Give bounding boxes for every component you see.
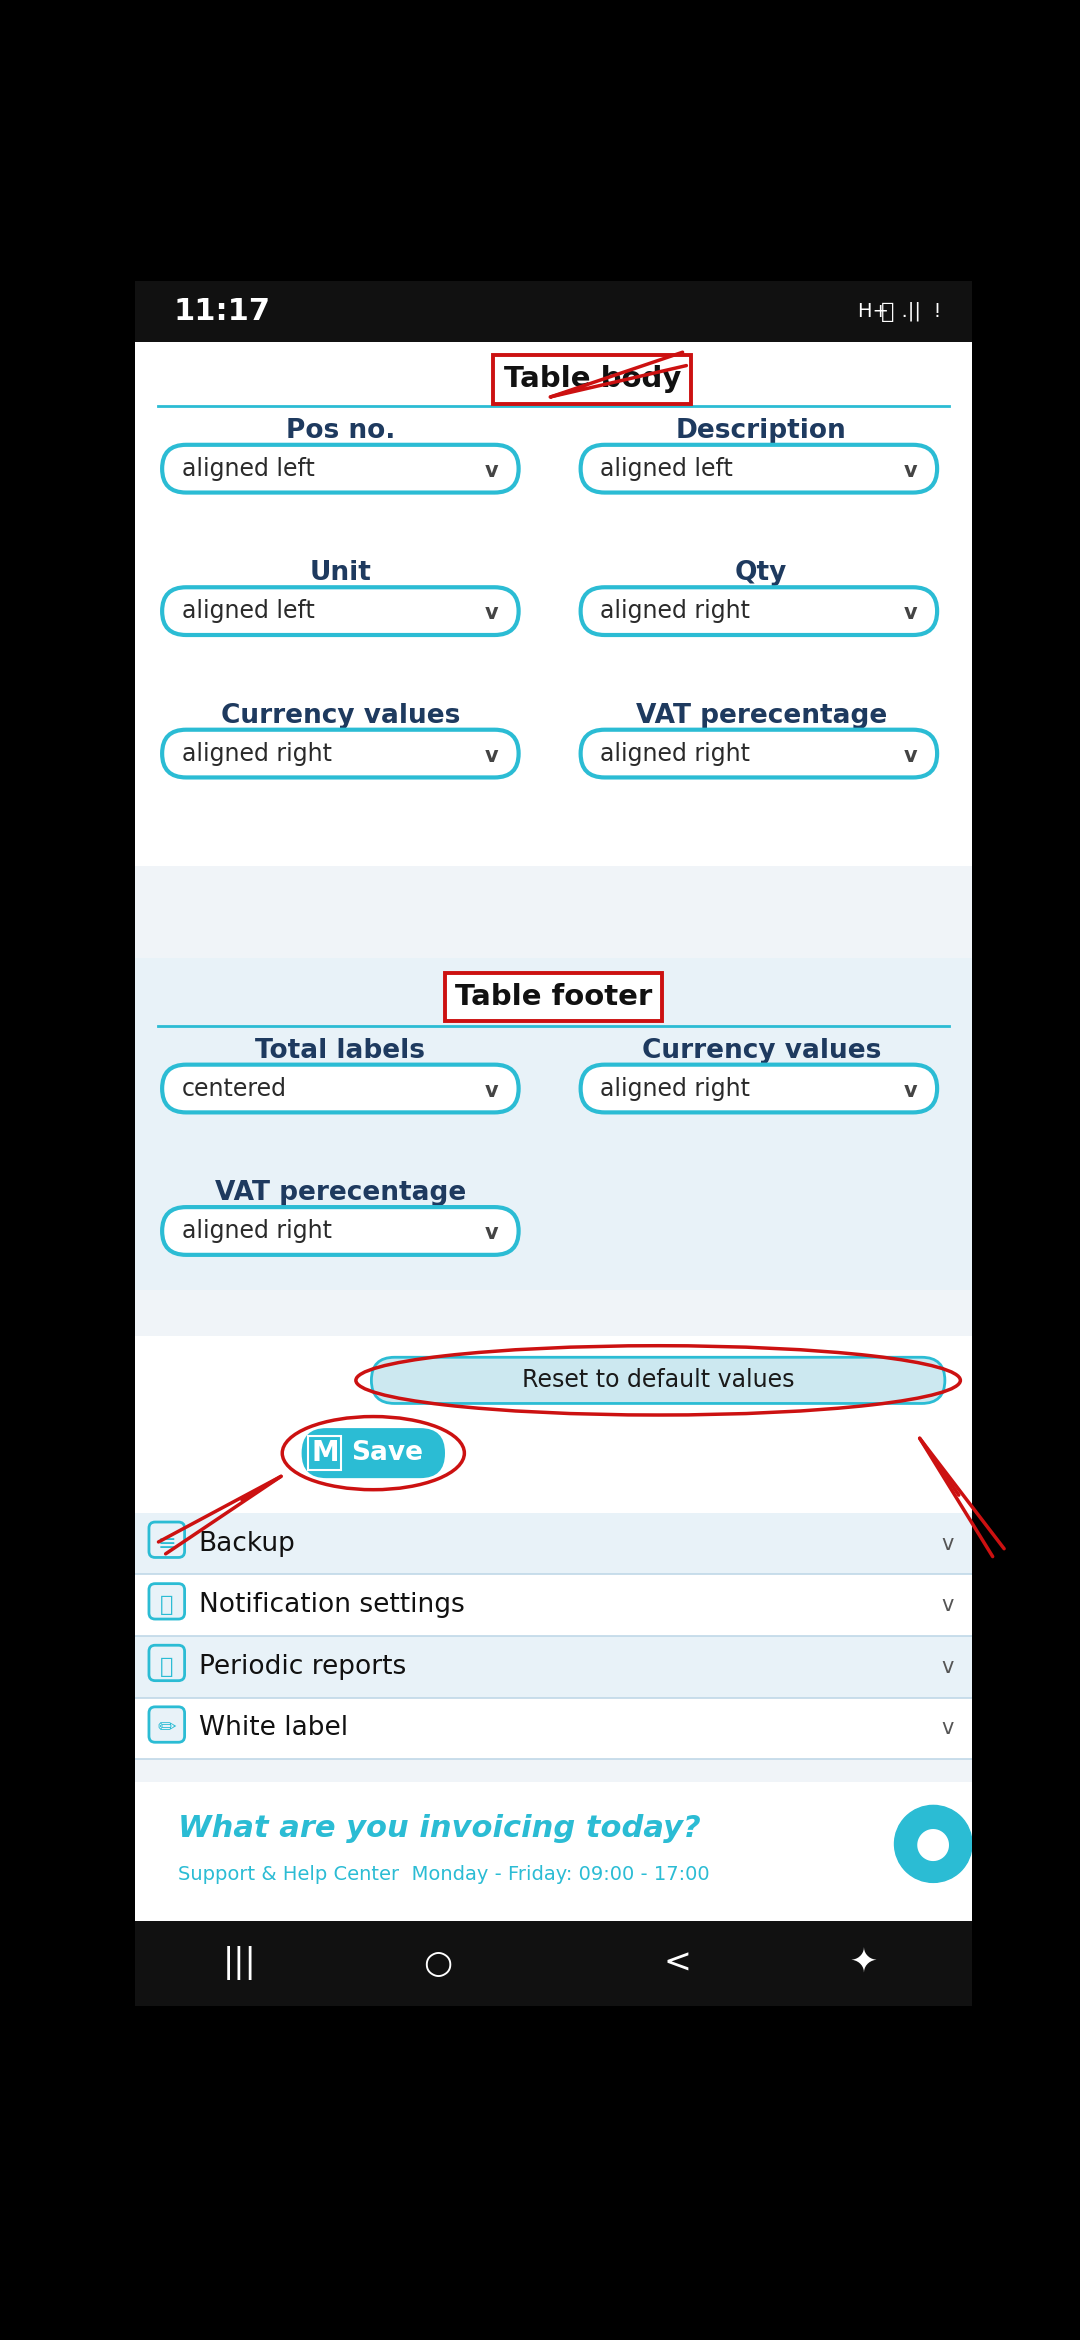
- Text: v: v: [941, 1657, 954, 1678]
- Text: H+  .||  !: H+ .|| !: [858, 302, 941, 321]
- FancyBboxPatch shape: [162, 730, 518, 777]
- Text: v: v: [941, 1596, 954, 1615]
- Text: 🔇: 🔇: [881, 302, 894, 321]
- Text: VAT perecentage: VAT perecentage: [635, 702, 887, 728]
- Text: aligned right: aligned right: [181, 1219, 332, 1243]
- Text: ●: ●: [915, 1823, 951, 1865]
- Text: v: v: [903, 461, 917, 482]
- Text: v: v: [941, 1718, 954, 1739]
- Text: 🔔: 🔔: [160, 1596, 174, 1615]
- Text: aligned left: aligned left: [600, 456, 733, 480]
- Text: Table footer: Table footer: [455, 983, 652, 1011]
- Text: aligned left: aligned left: [181, 456, 314, 480]
- Text: Table body: Table body: [503, 365, 680, 393]
- Text: Total labels: Total labels: [255, 1039, 426, 1065]
- Bar: [135, 1921, 972, 2005]
- Text: aligned right: aligned right: [181, 742, 332, 765]
- FancyBboxPatch shape: [581, 445, 937, 491]
- FancyBboxPatch shape: [581, 1065, 937, 1112]
- Text: ○: ○: [422, 1947, 451, 1980]
- Bar: [135, 342, 972, 866]
- Text: v: v: [903, 604, 917, 622]
- Text: M: M: [311, 1439, 339, 1467]
- Text: v: v: [903, 1081, 917, 1100]
- Text: aligned right: aligned right: [600, 742, 750, 765]
- Text: v: v: [485, 461, 498, 482]
- Text: Qty: Qty: [735, 559, 787, 587]
- Bar: [135, 959, 972, 1289]
- Text: Currency values: Currency values: [220, 702, 460, 728]
- Text: What are you invoicing today?: What are you invoicing today?: [177, 1814, 700, 1844]
- Text: Support & Help Center  Monday - Friday: 09:00 - 17:00: Support & Help Center Monday - Friday: 0…: [177, 1865, 710, 1884]
- Text: ✦: ✦: [850, 1947, 877, 1980]
- Bar: [135, 1783, 972, 1921]
- Text: Unit: Unit: [310, 559, 372, 587]
- Text: White label: White label: [199, 1715, 348, 1741]
- Circle shape: [894, 1806, 972, 1881]
- FancyBboxPatch shape: [162, 445, 518, 491]
- FancyBboxPatch shape: [581, 587, 937, 634]
- FancyBboxPatch shape: [581, 730, 937, 777]
- Bar: [135, 1512, 972, 1575]
- Text: <: <: [663, 1947, 691, 1980]
- Bar: [135, 1289, 972, 1336]
- Bar: [135, 1696, 972, 1760]
- Text: aligned right: aligned right: [600, 1076, 750, 1100]
- Text: Currency values: Currency values: [642, 1039, 881, 1065]
- Text: ✏: ✏: [158, 1718, 176, 1739]
- FancyBboxPatch shape: [149, 1521, 185, 1558]
- Bar: [135, 1575, 972, 1636]
- Text: Periodic reports: Periodic reports: [199, 1654, 406, 1680]
- Text: v: v: [941, 1533, 954, 1554]
- Text: Description: Description: [676, 419, 847, 445]
- Text: ≡: ≡: [158, 1533, 176, 1554]
- Text: centered: centered: [181, 1076, 286, 1100]
- Text: Backup: Backup: [199, 1530, 296, 1556]
- Text: v: v: [903, 746, 917, 765]
- FancyBboxPatch shape: [162, 1207, 518, 1254]
- Text: 11:17: 11:17: [174, 297, 271, 325]
- FancyBboxPatch shape: [162, 587, 518, 634]
- FancyBboxPatch shape: [162, 1065, 518, 1112]
- FancyBboxPatch shape: [372, 1357, 945, 1404]
- Bar: [135, 281, 972, 342]
- Text: |||: |||: [222, 1947, 257, 1980]
- Text: v: v: [485, 1081, 498, 1100]
- Text: Notification settings: Notification settings: [199, 1591, 464, 1619]
- Text: Reset to default values: Reset to default values: [522, 1369, 795, 1392]
- Text: Pos no.: Pos no.: [286, 419, 395, 445]
- FancyBboxPatch shape: [301, 1427, 445, 1479]
- FancyBboxPatch shape: [149, 1584, 185, 1619]
- Text: VAT perecentage: VAT perecentage: [215, 1179, 465, 1205]
- Text: v: v: [485, 746, 498, 765]
- Bar: [135, 2005, 972, 2083]
- Text: aligned right: aligned right: [600, 599, 750, 622]
- Text: 🔔: 🔔: [160, 1657, 174, 1678]
- Bar: [135, 866, 972, 959]
- Bar: [135, 1636, 972, 1696]
- Bar: [135, 1760, 972, 1783]
- FancyBboxPatch shape: [149, 1706, 185, 1743]
- Bar: [135, 1336, 972, 1512]
- Text: aligned left: aligned left: [181, 599, 314, 622]
- Text: v: v: [485, 604, 498, 622]
- Text: Save: Save: [351, 1439, 423, 1467]
- Text: v: v: [485, 1224, 498, 1243]
- FancyBboxPatch shape: [149, 1645, 185, 1680]
